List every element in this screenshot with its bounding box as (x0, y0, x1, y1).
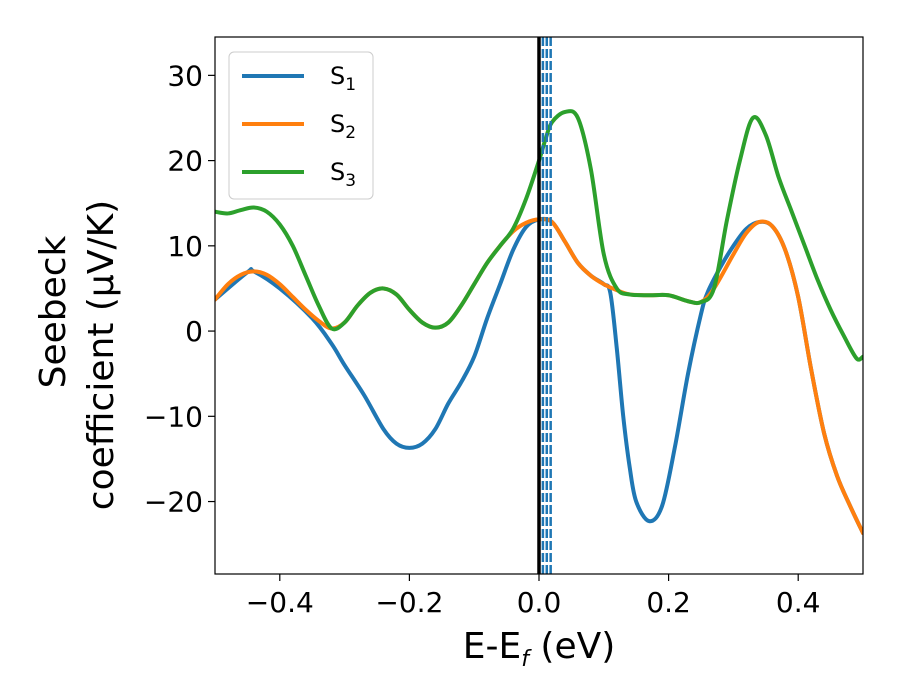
series-line-s2 (215, 217, 863, 536)
legend-label-s1: S1 (330, 62, 356, 95)
y-axis-label-line2: coefficient (μV/K) (81, 200, 122, 510)
x-axis-label-subscript: f (521, 647, 532, 672)
legend-label-s3-sub: 3 (345, 171, 356, 191)
y-axis-ticks: −20 −10 0 10 20 30 (144, 59, 215, 519)
y-tick-label: −20 (144, 486, 203, 519)
legend-label-s2-sub: 2 (345, 123, 356, 143)
x-tick-label: 0.2 (646, 586, 691, 619)
x-tick-label: 0.0 (517, 586, 562, 619)
legend-label-s1-sub: 1 (345, 75, 356, 95)
legend-label-s3: S3 (330, 158, 356, 191)
legend-label-s3-name: S (330, 158, 345, 186)
x-tick-label: 0.4 (776, 586, 821, 619)
x-axis-label-prefix: E-E (463, 626, 521, 667)
y-tick-label: 30 (167, 59, 203, 92)
legend-label-s2-name: S (330, 110, 345, 138)
legend-label-s1-name: S (330, 62, 345, 90)
x-axis-ticks: −0.4 −0.2 0.0 0.2 0.4 (246, 574, 821, 619)
x-axis-label: E-Ef (eV) (463, 626, 616, 672)
legend: S1 S2 S3 (228, 51, 374, 200)
y-tick-label: −10 (144, 400, 203, 433)
y-tick-label: 0 (185, 315, 203, 348)
legend-label-s2: S2 (330, 110, 356, 143)
x-axis-label-suffix: (eV) (529, 626, 615, 667)
x-tick-label: −0.4 (246, 586, 314, 619)
x-tick-label: −0.2 (375, 586, 443, 619)
y-tick-label: 10 (167, 230, 203, 263)
y-tick-label: 20 (167, 145, 203, 178)
vertical-lines-layer (537, 37, 552, 574)
y-axis-label-line1: Seebeck (33, 235, 74, 388)
